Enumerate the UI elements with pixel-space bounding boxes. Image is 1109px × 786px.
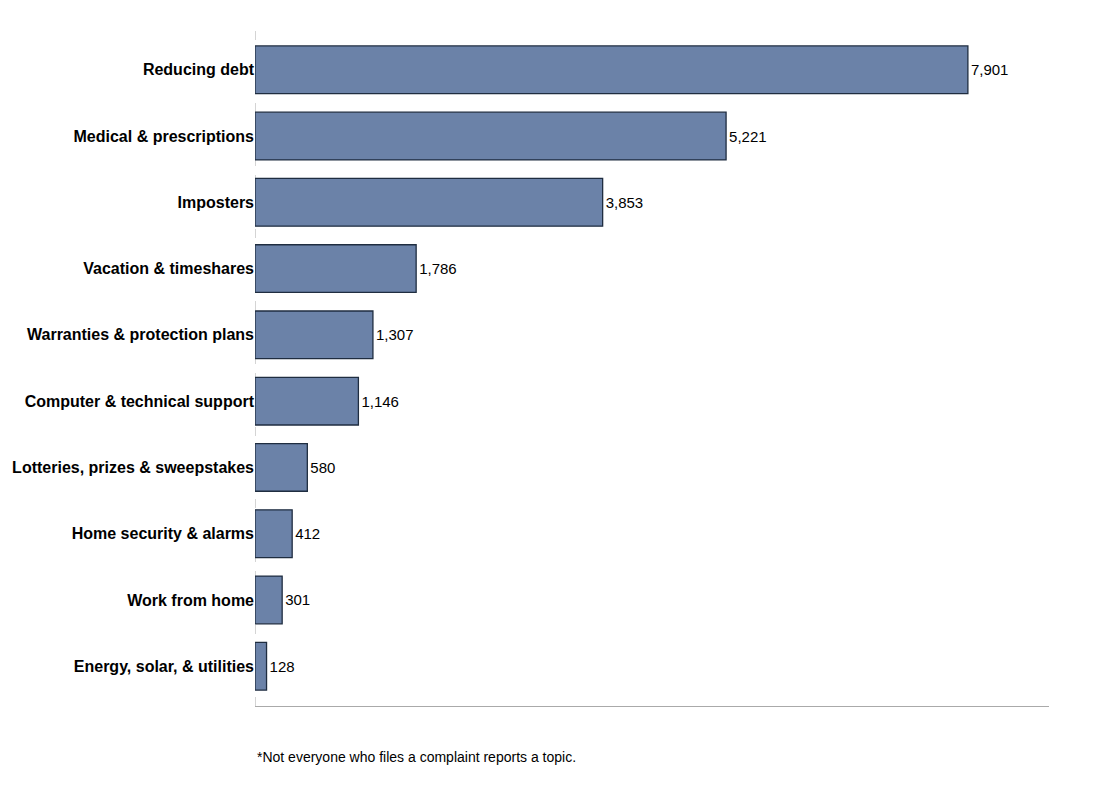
svg-text:412: 412: [295, 525, 320, 542]
svg-text:Computer & technical support: Computer & technical support: [25, 393, 255, 410]
svg-text:Energy, solar, & utilities: Energy, solar, & utilities: [74, 658, 254, 675]
svg-text:Imposters: Imposters: [178, 194, 255, 211]
svg-text:1,146: 1,146: [361, 393, 399, 410]
svg-text:Warranties & protection plans: Warranties & protection plans: [27, 326, 254, 343]
svg-text:580: 580: [310, 459, 335, 476]
svg-text:1,786: 1,786: [419, 260, 457, 277]
svg-text:Lotteries, prizes & sweepstake: Lotteries, prizes & sweepstakes: [12, 459, 254, 476]
svg-text:Home security & alarms: Home security & alarms: [72, 525, 254, 542]
svg-text:3,853: 3,853: [606, 194, 644, 211]
svg-text:Medical & prescriptions: Medical & prescriptions: [74, 128, 255, 145]
svg-text:*Not everyone who files a comp: *Not everyone who files a complaint repo…: [257, 749, 576, 765]
svg-text:5,221: 5,221: [729, 128, 767, 145]
svg-text:Reducing debt: Reducing debt: [143, 61, 255, 78]
svg-text:Vacation & timeshares: Vacation & timeshares: [83, 260, 254, 277]
svg-text:Work from home: Work from home: [127, 592, 254, 609]
svg-text:128: 128: [270, 658, 295, 675]
svg-text:7,901: 7,901: [971, 61, 1009, 78]
svg-text:301: 301: [285, 591, 310, 608]
svg-text:1,307: 1,307: [376, 326, 414, 343]
